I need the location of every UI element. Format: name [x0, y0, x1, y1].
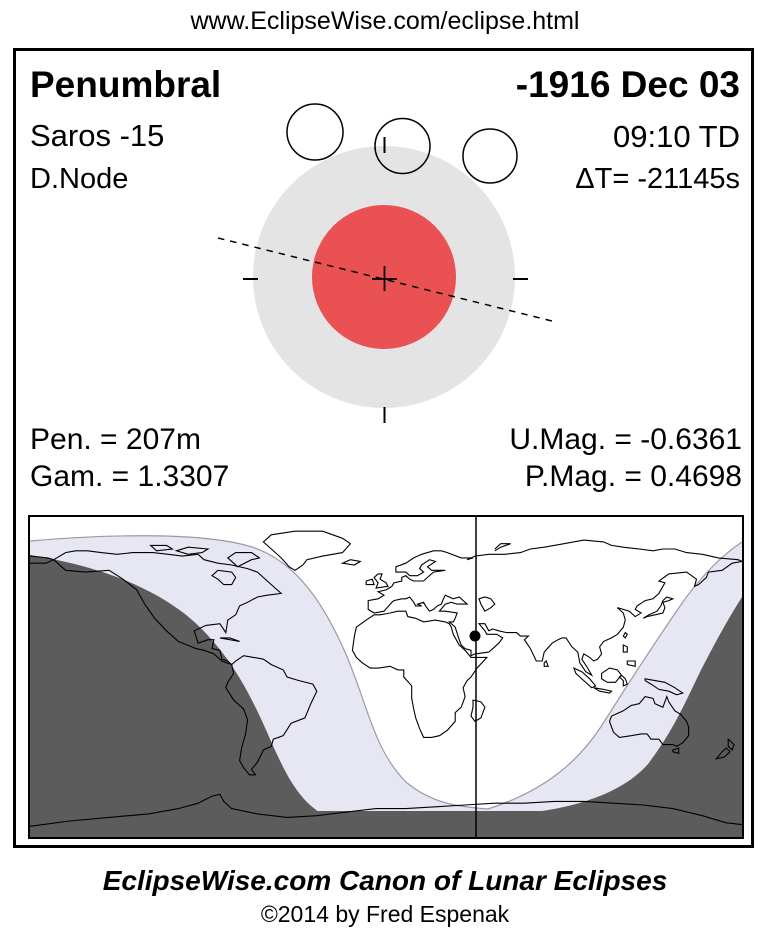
coastline: [672, 747, 680, 755]
coastline: [727, 737, 735, 751]
saros-series-label: Saros -15: [30, 118, 165, 153]
moon-first-contact: [286, 103, 344, 161]
coastline: [593, 687, 613, 694]
moon-last-contact: [462, 128, 518, 184]
canon-title: EclipseWise.com Canon of Lunar Eclipses: [102, 865, 668, 896]
moon-contact-circles: [286, 103, 518, 184]
coastline: [174, 546, 210, 555]
moon-greatest-eclipse: [374, 117, 431, 175]
coastline: [225, 655, 318, 776]
coastline: [52, 550, 283, 666]
coastline: [714, 747, 731, 760]
delta-t-label: ΔT= -21145s: [575, 163, 740, 195]
map-not-visible-region-south: [30, 811, 742, 837]
penumbral-duration-label: Pen. = 207m: [30, 423, 201, 456]
node-label: D.Node: [30, 163, 129, 195]
coastline: [622, 631, 628, 639]
terminator-edge-east: [487, 541, 742, 810]
coastline: [365, 578, 375, 586]
coastline: [622, 644, 628, 653]
visibility-map: [28, 515, 744, 839]
coastline: [644, 678, 684, 696]
penumbral-magnitude-label: P.Mag. = 0.4698: [524, 460, 742, 493]
eclipse-type-label: Penumbral: [30, 64, 222, 105]
coastline: [642, 596, 675, 619]
coastline: [226, 552, 261, 568]
shadow-center-cross: [372, 266, 397, 291]
coastline: [494, 543, 511, 552]
coastline: [543, 660, 549, 667]
coastlines: [30, 530, 742, 827]
coastline: [351, 610, 489, 738]
coastline: [618, 674, 628, 687]
gamma-label: Gam. = 1.3307: [30, 460, 230, 493]
coastline: [373, 573, 389, 589]
source-url: www.EclipseWise.com/eclipse.html: [190, 7, 580, 35]
coastline: [572, 667, 597, 689]
eclipse-date-label: -1916 Dec 03: [515, 64, 740, 105]
terminator-edge-west: [30, 535, 489, 810]
coastline: [340, 559, 362, 566]
coastline: [262, 530, 352, 571]
umbral-magnitude-label: U.Mag. = -0.6361: [509, 423, 742, 456]
greatest-time-label: 09:10 TD: [613, 119, 740, 154]
greatest-eclipse-marker: [469, 630, 481, 642]
coastline: [601, 667, 623, 683]
coastline: [367, 539, 742, 677]
ecliptic-dashed-line: [217, 237, 557, 323]
map-not-visible-region-east: [492, 597, 742, 813]
shadow-diagram: [217, 103, 557, 423]
coastline: [219, 637, 240, 642]
coastline: [30, 793, 742, 827]
coastline: [478, 596, 496, 612]
map-not-visible-region-west: [30, 555, 322, 837]
shadow-axis-ticks: [243, 137, 528, 423]
copyright-label: ©2014 by Fred Espenak: [260, 901, 510, 927]
figure-frame: [13, 48, 754, 848]
coastline: [149, 544, 175, 552]
coastline: [626, 660, 636, 667]
coastline: [211, 569, 237, 586]
coastline: [608, 695, 690, 747]
coastline: [470, 699, 486, 723]
